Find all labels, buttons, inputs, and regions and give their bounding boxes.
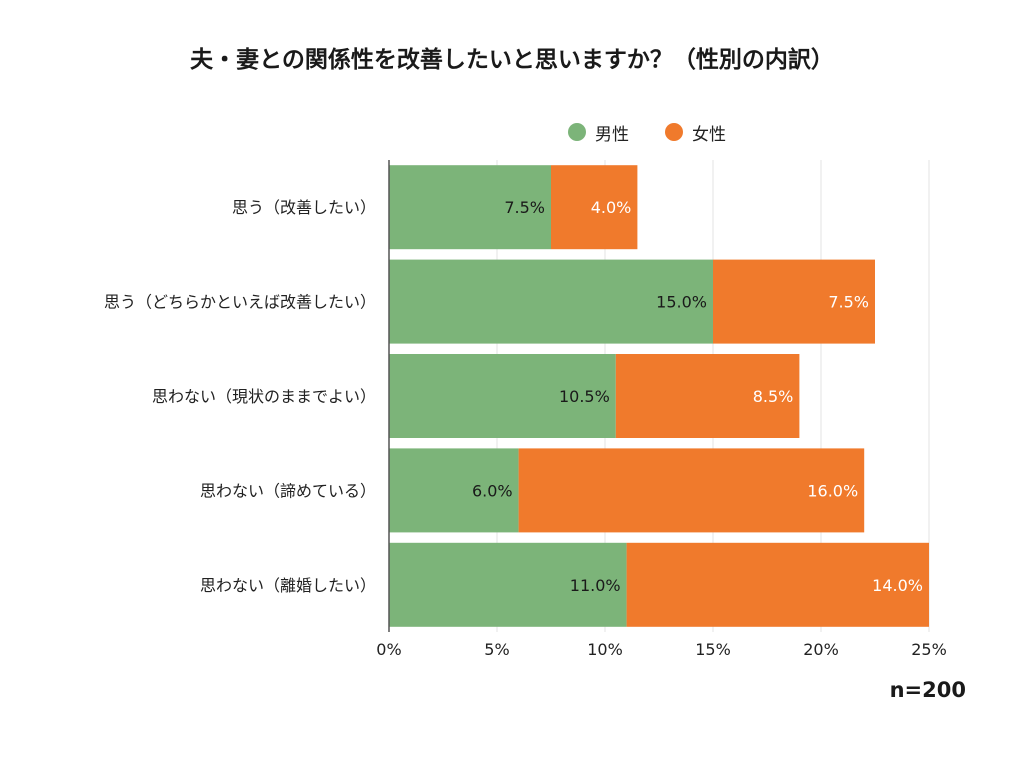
legend: 男性 女性 (568, 120, 762, 145)
x-tick-label: 15% (695, 640, 731, 659)
sample-size-label: n=200 (889, 678, 966, 702)
bar-female (551, 165, 638, 250)
data-label: 14.0% (872, 576, 923, 595)
data-label: 10.5% (559, 387, 610, 406)
bar-male (389, 354, 616, 438)
legend-label-female: 女性 (692, 124, 726, 145)
category-label: 思わない（離婚したい） (200, 576, 376, 595)
data-label: 16.0% (807, 481, 858, 500)
bar-female (518, 448, 865, 533)
data-label: 6.0% (472, 481, 513, 500)
legend-item-male: 男性 (568, 120, 629, 145)
bar-female (615, 354, 800, 438)
bar-female (713, 259, 875, 344)
bar-male (389, 448, 519, 533)
chart-title: 夫・妻との関係性を改善したいと思いますか？（性別の内訳） (190, 47, 834, 73)
legend-label-male: 男性 (595, 124, 629, 145)
bar-male (389, 259, 713, 344)
data-label: 15.0% (656, 293, 707, 312)
category-label: 思わない（諦めている） (200, 481, 376, 500)
legend-swatch-female (665, 123, 683, 141)
category-label: 思う（改善したい） (232, 198, 376, 217)
legend-item-female: 女性 (665, 120, 726, 145)
data-label: 11.0% (570, 576, 621, 595)
category-label: 思う（どちらかといえば改善したい） (104, 293, 376, 312)
bar-female (626, 542, 929, 627)
x-tick-label: 10% (587, 640, 623, 659)
bar-male (389, 542, 627, 627)
bar-male (389, 165, 551, 250)
data-label: 7.5% (504, 198, 545, 217)
legend-swatch-male (568, 123, 586, 141)
x-tick-label: 0% (376, 640, 401, 659)
data-label: 4.0% (591, 198, 632, 217)
data-label: 7.5% (828, 293, 869, 312)
x-tick-label: 20% (803, 640, 839, 659)
data-label: 8.5% (753, 387, 794, 406)
x-tick-label: 25% (911, 640, 947, 659)
x-tick-label: 5% (484, 640, 509, 659)
category-label: 思わない（現状のままでよい） (152, 387, 376, 406)
